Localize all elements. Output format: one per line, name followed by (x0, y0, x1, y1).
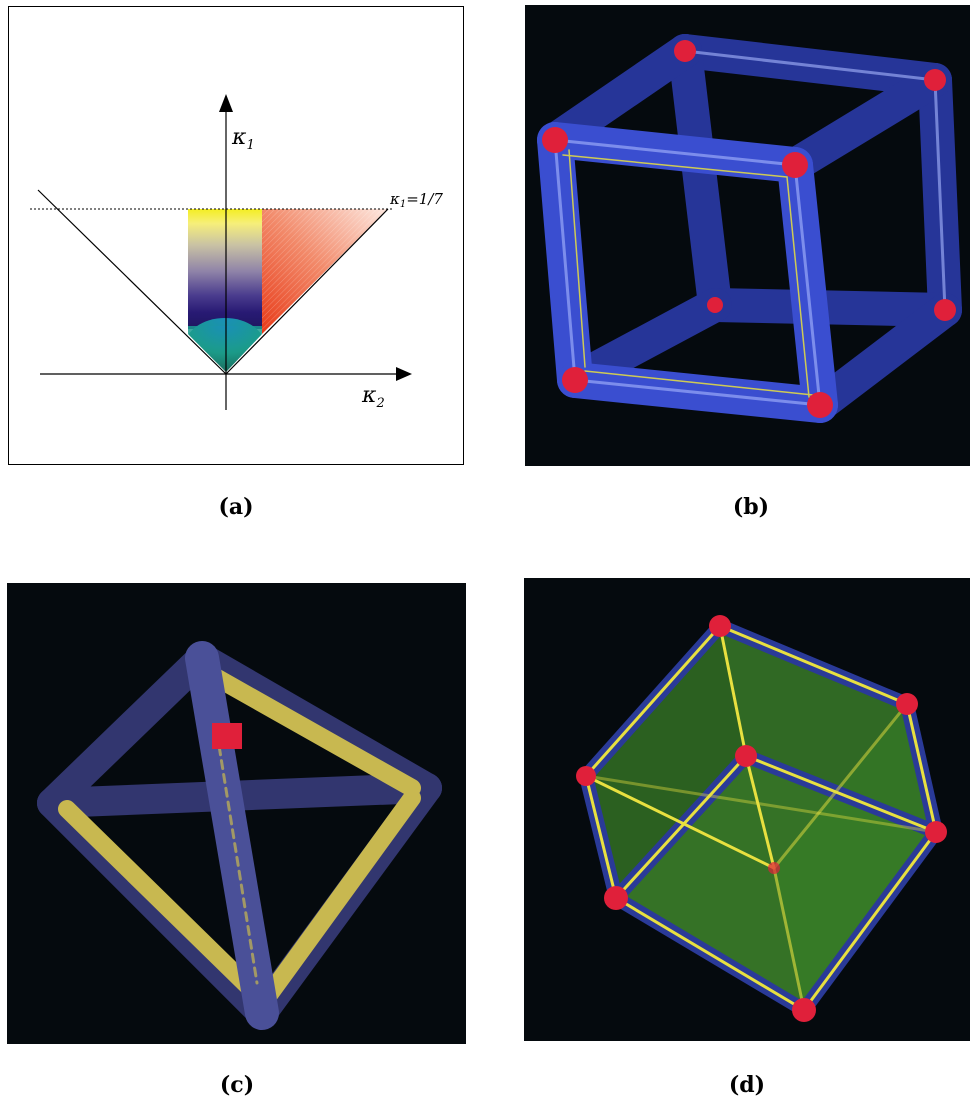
v-line-right (225, 208, 389, 375)
caption-d: (d) (728, 1072, 766, 1098)
panel-c (7, 583, 466, 1044)
octahedron-tubes (37, 641, 442, 1030)
caption-a: (a) (218, 494, 254, 520)
panel-a-diagram: κ1 κ2 κ1=1/7 (8, 6, 464, 465)
panel-a: κ1 κ2 κ1=1/7 (8, 6, 464, 465)
cube-joints (542, 40, 956, 418)
caption-b: (b) (732, 494, 770, 520)
panel-b-render (537, 34, 962, 423)
x-axis-label: κ2 (361, 383, 385, 411)
green-cube-joints (576, 615, 947, 1022)
octahedron-joint (212, 723, 242, 749)
green-cube-tubes (579, 619, 943, 1017)
v-line-left (37, 189, 227, 375)
threshold-label: κ1=1/7 (389, 190, 443, 210)
y-axis-arrow (219, 94, 233, 112)
cube-tubes (537, 34, 962, 423)
panel-b (525, 5, 970, 466)
x-axis-arrow (396, 367, 412, 381)
gradient-strip (188, 209, 262, 329)
panel-d-render (576, 615, 947, 1022)
caption-c: (c) (219, 1072, 255, 1098)
panel-d (524, 578, 970, 1041)
panel-c-render (37, 641, 442, 1030)
y-axis-label: κ1 (231, 125, 255, 153)
